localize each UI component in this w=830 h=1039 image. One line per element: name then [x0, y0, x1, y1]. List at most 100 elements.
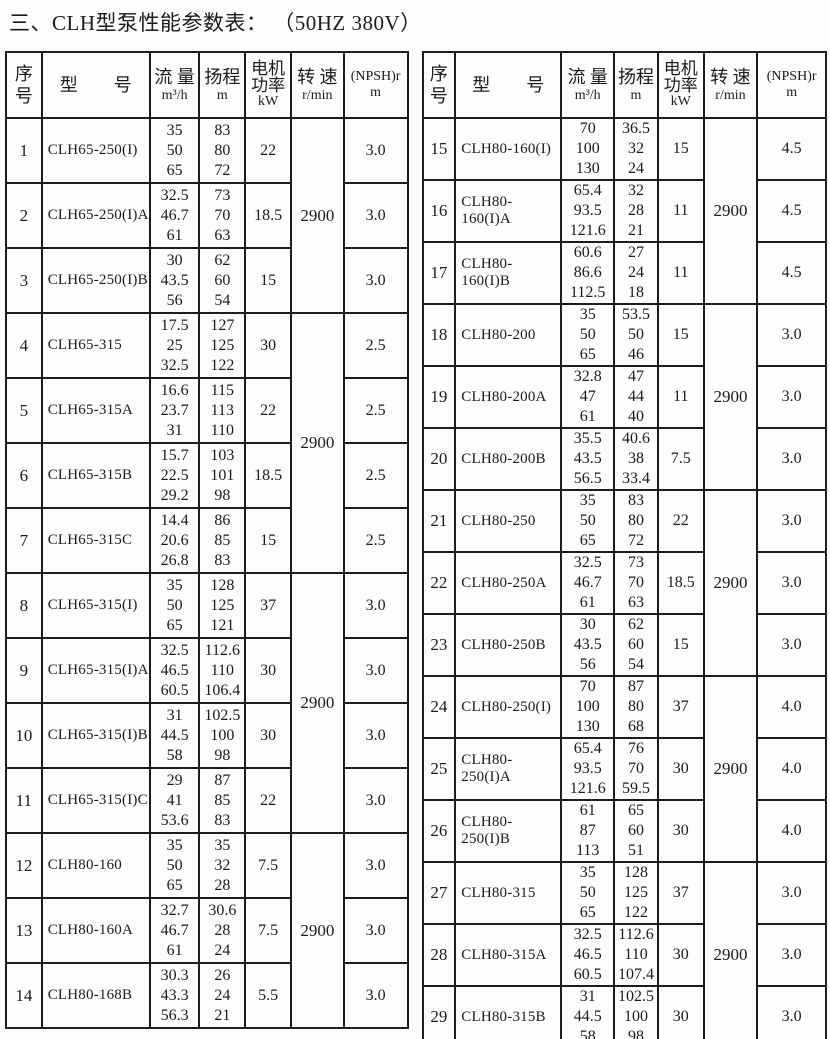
- cell-model: CLH65-250(I): [40, 117, 151, 184]
- header-line: kW: [258, 94, 279, 109]
- cell-model: CLH80-168B: [40, 962, 151, 1029]
- header-line: m: [630, 88, 642, 103]
- table-row: 27 CLH80-315 35 50 65 128 125 122 37 2900 3.0: [421, 861, 827, 1039]
- col-header-model: 型 号: [40, 51, 151, 119]
- cell-npsh: 2.5: [342, 507, 409, 574]
- table-row: 19 CLH80-200A 32.8 47 61 47 44 40 11 3.0: [421, 365, 827, 429]
- table-row: 29 CLH80-315B 31 44.5 58 102.5 100 98 30 3.0: [421, 985, 827, 1039]
- cell-model: CLH80-315B: [454, 985, 563, 1039]
- cell-power: 30: [244, 312, 292, 379]
- cell-head: 26 24 21: [198, 962, 247, 1029]
- header-line: (NPSH)r: [350, 69, 401, 84]
- col-header-power: 电机 功率 kW: [656, 51, 705, 119]
- header-line: 功率: [663, 76, 698, 95]
- cell-npsh: 3.0: [342, 832, 409, 899]
- cell-model: CLH80-250(I)A: [454, 737, 563, 801]
- col-header-head: 扬程 m: [198, 51, 247, 119]
- cell-npsh: 3.0: [756, 365, 827, 429]
- cell-flow: 35 50 65: [148, 832, 201, 899]
- col-header-head: 扬程 m: [613, 51, 659, 119]
- table-row: 24 CLH80-250(I) 70 100 130 87 80 68 37 2900 4.0: [421, 675, 827, 863]
- cell-flow: 32.5 46.5 60.5: [560, 923, 616, 987]
- header-line: 转 速: [297, 67, 338, 87]
- cell-head: 32 28 21: [613, 179, 659, 243]
- cell-seq: 10: [5, 702, 43, 769]
- cell-power: 11: [656, 241, 705, 305]
- table-row: 21 CLH80-250 35 50 65 83 80 72 22 2900 3.0: [421, 489, 827, 677]
- header-line: 转 速: [710, 67, 751, 87]
- cell-head: 112.6 110 106.4: [198, 637, 247, 704]
- cell-npsh: 4.0: [756, 675, 827, 739]
- col-header-speed: 转 速 r/min: [702, 51, 759, 119]
- table-row: 28 CLH80-315A 32.5 46.5 60.5 112.6 110 107.4 30 3…: [421, 923, 827, 987]
- table-row: 10 CLH65-315(I)B 31 44.5 58 102.5 100 98 30 3.0: [5, 702, 409, 769]
- header-row: 序号型 号流 量 m³/h 扬程 m 电机 功率 kW 转 速 r/min (NPSH)r m: [421, 51, 827, 119]
- cell-seq: 27: [421, 861, 457, 925]
- header-line: 型 号: [472, 75, 545, 95]
- cell-model: CLH65-315A: [40, 377, 151, 444]
- cell-power: 30: [244, 637, 292, 704]
- cell-model: CLH65-250(I)B: [40, 247, 151, 314]
- col-header-flow: 流 量 m³/h: [148, 51, 201, 119]
- header-line: m³/h: [161, 88, 188, 103]
- cell-head: 53.5 50 46: [613, 303, 659, 367]
- cell-power: 30: [656, 737, 705, 801]
- cell-seq: 22: [421, 551, 457, 615]
- cell-speed: 2900: [289, 117, 345, 314]
- cell-power: 11: [656, 179, 705, 243]
- cell-seq: 23: [421, 613, 457, 677]
- cell-flow: 16.6 23.7 31: [148, 377, 201, 444]
- cell-model: CLH65-250(I)A: [40, 182, 151, 249]
- table-row: 3 CLH65-250(I)B 30 43.5 56 62 60 54 15 3.0: [5, 247, 409, 314]
- cell-head: 128 125 121: [198, 572, 247, 639]
- cell-npsh: 3.0: [756, 303, 827, 367]
- cell-seq: 8: [5, 572, 43, 639]
- header-line: m: [370, 85, 382, 100]
- cell-flow: 35 50 65: [148, 117, 201, 184]
- cell-power: 22: [244, 377, 292, 444]
- header-line: 型 号: [59, 75, 132, 95]
- cell-seq: 21: [421, 489, 457, 553]
- table-row: 23 CLH80-250B 30 43.5 56 62 60 54 15 3.0: [421, 613, 827, 677]
- cell-power: 37: [244, 572, 292, 639]
- cell-npsh: 2.5: [342, 442, 409, 509]
- cell-speed: 2900: [702, 861, 759, 1039]
- table-row: 9 CLH65-315(I)A 32.5 46.5 60.5 112.6 110 106.4 3…: [5, 637, 409, 704]
- cell-seq: 1: [5, 117, 43, 184]
- page-title: 三、CLH型泵性能参数表： （50HZ 380V）: [9, 11, 422, 35]
- cell-power: 7.5: [244, 832, 292, 899]
- cell-flow: 31 44.5 58: [148, 702, 201, 769]
- cell-model: CLH80-160(I): [454, 117, 563, 181]
- cell-seq: 29: [421, 985, 457, 1039]
- header-line: m: [786, 85, 798, 100]
- cell-seq: 20: [421, 427, 457, 491]
- cell-head: 128 125 122: [613, 861, 659, 925]
- pump-spec-table: 序号型 号流 量 m³/h 扬程 m 电机 功率 kW 转 速 r/min (NPSH)r m 15 C…: [421, 51, 828, 1039]
- cell-model: CLH80-250(I)B: [454, 799, 563, 863]
- cell-npsh: 3.0: [342, 182, 409, 249]
- cell-power: 22: [656, 489, 705, 553]
- cell-flow: 32.5 46.7 61: [560, 551, 616, 615]
- cell-npsh: 3.0: [756, 985, 827, 1039]
- cell-model: CLH80-315: [454, 861, 563, 925]
- cell-npsh: 3.0: [756, 551, 827, 615]
- cell-power: 30: [244, 702, 292, 769]
- header-row: 序号型 号流 量 m³/h 扬程 m 电机 功率 kW 转 速 r/min (NPSH)r m: [5, 51, 409, 119]
- cell-flow: 30 43.5 56: [148, 247, 201, 314]
- cell-npsh: 3.0: [342, 767, 409, 834]
- header-line: 序: [429, 64, 448, 84]
- cell-npsh: 3.0: [342, 962, 409, 1029]
- cell-power: 22: [244, 117, 292, 184]
- cell-model: CLH80-200B: [454, 427, 563, 491]
- cell-head: 27 24 18: [613, 241, 659, 305]
- cell-power: 15: [656, 613, 705, 677]
- cell-flow: 32.5 46.7 61: [148, 182, 201, 249]
- cell-model: CLH65-315: [40, 312, 151, 379]
- cell-head: 73 70 63: [613, 551, 659, 615]
- cell-npsh: 3.0: [756, 489, 827, 553]
- cell-flow: 35.5 43.5 56.5: [560, 427, 616, 491]
- pump-spec-table: 序号型 号流 量 m³/h 扬程 m 电机 功率 kW 转 速 r/min (NPSH)r m 1 CL…: [5, 51, 409, 1029]
- header-line: 号: [429, 86, 448, 106]
- cell-flow: 35 50 65: [560, 303, 616, 367]
- header-line: kW: [670, 94, 691, 109]
